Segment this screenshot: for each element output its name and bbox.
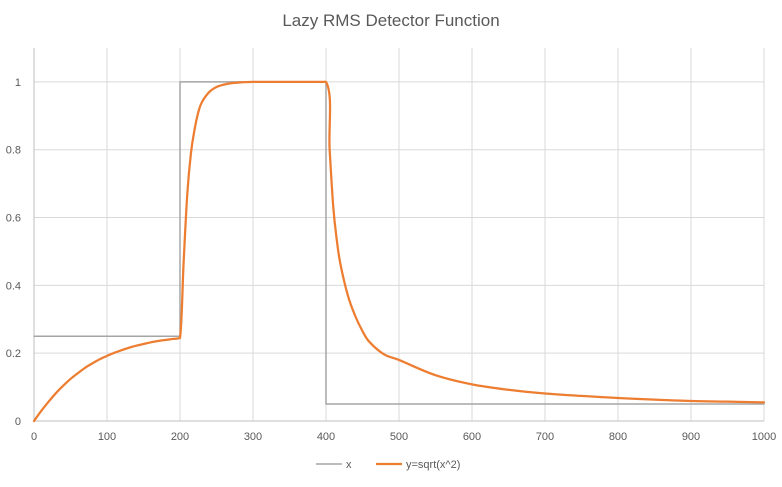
legend-item: y=sqrt(x^2) — [376, 459, 460, 471]
chart-title: Lazy RMS Detector Function — [282, 11, 499, 30]
legend: x y=sqrt(x^2) — [316, 459, 460, 471]
x-tick-label: 1000 — [752, 431, 776, 443]
legend-label: x — [346, 459, 352, 471]
x-tick-label: 0 — [31, 431, 37, 443]
axes — [33, 48, 764, 422]
legend-item: x — [316, 459, 352, 471]
x-tick-label: 100 — [98, 431, 116, 443]
series-line-y — [32, 80, 766, 423]
x-tick-label: 300 — [244, 431, 262, 443]
x-tick-label: 800 — [609, 431, 627, 443]
x-tick-label: 200 — [171, 431, 189, 443]
y-tick-label: 0 — [15, 416, 21, 428]
gridlines — [34, 48, 765, 421]
x-tick-label: 700 — [536, 431, 554, 443]
x-tick-label: 900 — [682, 431, 700, 443]
y-tick-label: 0.2 — [6, 348, 21, 360]
x-tick-label: 400 — [317, 431, 335, 443]
y-tick-label: 0.8 — [6, 145, 21, 157]
x-tick-label: 500 — [390, 431, 408, 443]
x-tick-label: 600 — [463, 431, 481, 443]
y-tick-label: 0.6 — [6, 213, 21, 225]
y-tick-label: 0.4 — [6, 280, 21, 292]
y-tick-label: 1 — [15, 77, 21, 89]
series-lines — [32, 80, 766, 423]
legend-label: y=sqrt(x^2) — [406, 459, 460, 471]
tick-labels: 0 100 200 300 400 500 600 700 800 900 1000 0 0.2 0.4 0… — [6, 77, 777, 443]
